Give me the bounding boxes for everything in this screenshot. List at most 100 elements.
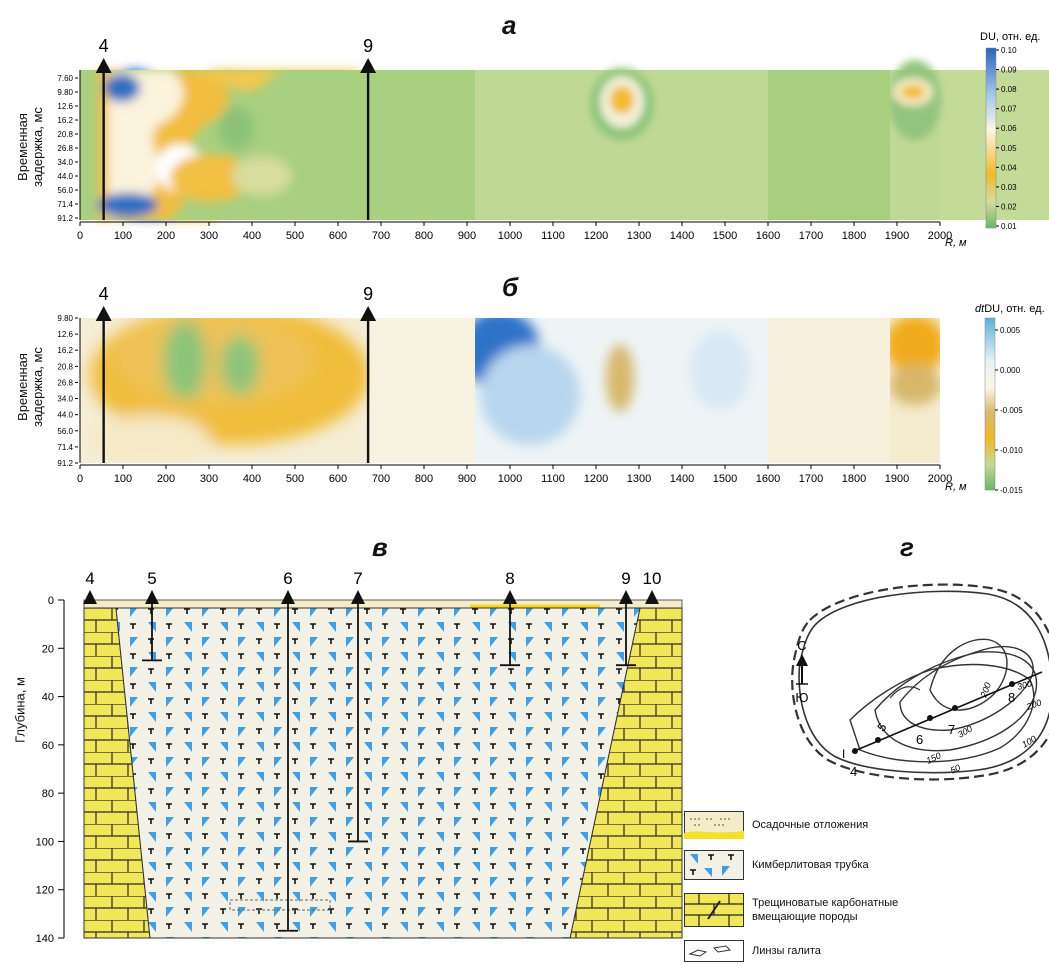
- y-tick-label: 12.6: [57, 330, 73, 339]
- contour-label-300b: 300: [956, 724, 974, 740]
- panel-a-label: а: [502, 10, 517, 40]
- well-label-4: 4: [99, 284, 109, 304]
- x-tick-label: 400: [243, 230, 261, 242]
- x-tick-label: 100: [114, 473, 132, 485]
- depth-tick-label: 60: [42, 740, 54, 752]
- contour-50: [798, 590, 1049, 774]
- colorbar-tick-label: 0.05: [1001, 144, 1017, 153]
- well-arrow-4: [83, 590, 97, 604]
- y-tick-label: 16.2: [57, 116, 73, 125]
- depth-tick-label: 120: [36, 885, 54, 897]
- legend-item-carbonate: Трещиноватые карбонатные вмещающие пород…: [684, 890, 898, 930]
- well-label-8: 8: [505, 569, 514, 588]
- x-tick-label: 1300: [627, 473, 651, 485]
- y-tick-label: 71.4: [57, 443, 73, 452]
- y-tick-label: 91.2: [57, 214, 73, 223]
- legend-swatch-halite: [684, 940, 744, 962]
- colorbar-tick-label: 0.005: [1000, 326, 1021, 335]
- depth-tick-label: 40: [42, 692, 54, 704]
- x-tick-label: 600: [329, 473, 347, 485]
- well-arrow-7: [351, 590, 365, 604]
- x-tick-label: 1400: [670, 473, 694, 485]
- x-tick-label: 1700: [799, 473, 823, 485]
- contour-label-300a: 300: [1016, 678, 1033, 692]
- x-tick-label: 1400: [670, 230, 694, 242]
- panel-b-label: б: [502, 272, 519, 302]
- x-tick-label: 1000: [498, 230, 522, 242]
- legend-item-kimberlite: Кимберлитовая трубка: [684, 848, 869, 882]
- depth-tick-label: 0: [48, 595, 54, 607]
- contour-label-50: 50: [949, 763, 962, 776]
- panel-g-map: С Ю I 4 5 6 7 8 300 200 200 300 100 150 …: [791, 583, 1049, 781]
- x-tick-label: 300: [200, 230, 218, 242]
- x-tick-label: 1300: [627, 230, 651, 242]
- well-arrow-10: [645, 590, 659, 604]
- colorbar-tick-label: 0.000: [1000, 366, 1021, 375]
- colorbar-tick-label: 0.03: [1001, 183, 1017, 192]
- y-tick-label: 34.0: [57, 158, 73, 167]
- x-tick-label: 700: [372, 230, 390, 242]
- well-arrow-4: [95, 58, 112, 73]
- x-tick-label: 300: [200, 473, 218, 485]
- well-arrow-5: [145, 590, 159, 604]
- legend-label-carbonate-2: вмещающие породы: [752, 911, 858, 923]
- x-tick-label: 500: [286, 473, 304, 485]
- map-well-5: 5: [874, 720, 889, 734]
- legend-label-kimberlite: Кимберлитовая трубка: [752, 859, 869, 871]
- x-tick-label: 100: [114, 230, 132, 242]
- legend-label-carbonate: Трещиноватые карбонатные: [752, 897, 899, 909]
- colorbar-tick-label: -0.010: [1000, 446, 1023, 455]
- x-tick-label: 1200: [584, 230, 608, 242]
- x-tick-label: 200: [157, 473, 175, 485]
- x-tick-label: 400: [243, 473, 261, 485]
- panel-g-label: г: [900, 532, 914, 562]
- x-tick-label: 2000: [928, 473, 952, 485]
- y-tick-label: 12.6: [57, 102, 73, 111]
- panel-b-colorbar: dtDU, отн. ед. 0.005 0.000 -0.005 -0.010 -0.…: [975, 303, 1045, 495]
- x-tick-label: 800: [415, 473, 433, 485]
- y-tick-label: 9.80: [57, 88, 73, 97]
- legend-item-sediments: Осадочные отложения: [684, 808, 868, 842]
- x-tick-label: 0: [77, 230, 83, 242]
- colorbar-tick-label: 0.09: [1001, 66, 1017, 75]
- panel-v-label: в: [372, 532, 388, 562]
- x-tick-label: 1600: [756, 230, 780, 242]
- colorbar-tick-label: 0.01: [1001, 222, 1017, 231]
- x-tick-label: 1500: [713, 473, 737, 485]
- contour-label-200a: 200: [1024, 697, 1042, 712]
- panel-a-colorbar-title: DU, отн. ед.: [980, 31, 1040, 43]
- legend-swatch-sediments: [684, 811, 744, 839]
- x-tick-label: 700: [372, 473, 390, 485]
- colorbar-tick-label: 0.06: [1001, 124, 1017, 133]
- well-label-4: 4: [99, 36, 109, 56]
- depth-tick-label: 80: [42, 788, 54, 800]
- y-tick-label: 9.80: [57, 314, 73, 323]
- panel-b-heatmap: 9.80 12.6 16.2 20.8 26.8 34.0 44.0 56.0 71.4 91.2…: [57, 284, 967, 493]
- colorbar-tick-label: -0.005: [1000, 406, 1023, 415]
- well-label-4: 4: [85, 569, 94, 588]
- contour-100: [874, 651, 1038, 752]
- colorbar-tick-label: 0.04: [1001, 163, 1017, 172]
- well-label-9: 9: [363, 36, 373, 56]
- contour-300: [929, 638, 1008, 711]
- x-tick-label: 1900: [885, 230, 909, 242]
- x-tick-label: 1100: [541, 473, 565, 485]
- x-tick-label: 1500: [713, 230, 737, 242]
- legend-label-sediments: Осадочные отложения: [752, 819, 869, 831]
- well-label-6: 6: [283, 569, 292, 588]
- well-label-9: 9: [621, 569, 630, 588]
- contour-label-100: 100: [1020, 734, 1038, 750]
- well-label-5: 5: [147, 569, 156, 588]
- depth-tick-label: 100: [36, 836, 54, 848]
- x-tick-label: 1700: [799, 230, 823, 242]
- legend-label-halite: Линзы галита: [752, 945, 821, 957]
- x-tick-label: 1200: [584, 473, 608, 485]
- x-tick-label: 500: [286, 230, 304, 242]
- colorbar-tick-label: -0.015: [1000, 486, 1023, 495]
- well-label-7: 7: [353, 569, 362, 588]
- well-arrow-9: [619, 590, 633, 604]
- contour-150: [849, 663, 1035, 763]
- well-arrow-6: [281, 590, 295, 604]
- x-tick-label: 900: [458, 473, 476, 485]
- well-label-10: 10: [643, 569, 662, 588]
